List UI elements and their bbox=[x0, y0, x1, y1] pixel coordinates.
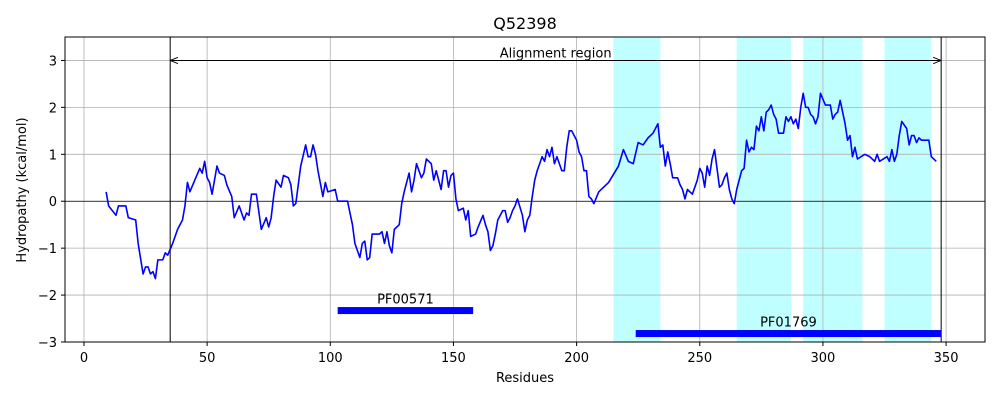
highlight-span bbox=[884, 37, 932, 342]
x-tick-label: 150 bbox=[441, 351, 466, 366]
data-line bbox=[105, 92, 937, 280]
highlight-span bbox=[803, 37, 863, 342]
x-tick-label: 350 bbox=[934, 351, 959, 366]
y-tick-label: 2 bbox=[49, 101, 57, 116]
domain-bar bbox=[635, 330, 942, 338]
x-tick-label: 50 bbox=[199, 351, 216, 366]
x-tick-label: 250 bbox=[687, 351, 712, 366]
y-tick-label: −2 bbox=[38, 289, 57, 304]
y-tick-label: 0 bbox=[49, 195, 57, 210]
x-tick-label: 200 bbox=[564, 351, 589, 366]
chart-title: Q52398 bbox=[493, 14, 557, 33]
highlight-span bbox=[736, 37, 791, 342]
y-tick-label: −3 bbox=[38, 336, 57, 351]
y-axis-label: Hydropathy (kcal/mol) bbox=[15, 117, 30, 262]
alignment-label: Alignment region bbox=[500, 46, 612, 61]
x-axis-label: Residues bbox=[496, 371, 554, 386]
x-tick-label: 100 bbox=[318, 351, 343, 366]
x-tick-label: 0 bbox=[80, 351, 88, 366]
y-tick-label: 1 bbox=[49, 148, 57, 163]
domain-label: PF00571 bbox=[377, 293, 434, 308]
y-tick-label: −1 bbox=[38, 242, 57, 257]
x-tick-label: 300 bbox=[811, 351, 836, 366]
domain-label: PF01769 bbox=[760, 316, 817, 331]
domain-bar bbox=[337, 307, 474, 315]
y-tick-label: 3 bbox=[49, 54, 57, 69]
highlight-span bbox=[613, 37, 661, 342]
plot-frame bbox=[64, 36, 986, 343]
